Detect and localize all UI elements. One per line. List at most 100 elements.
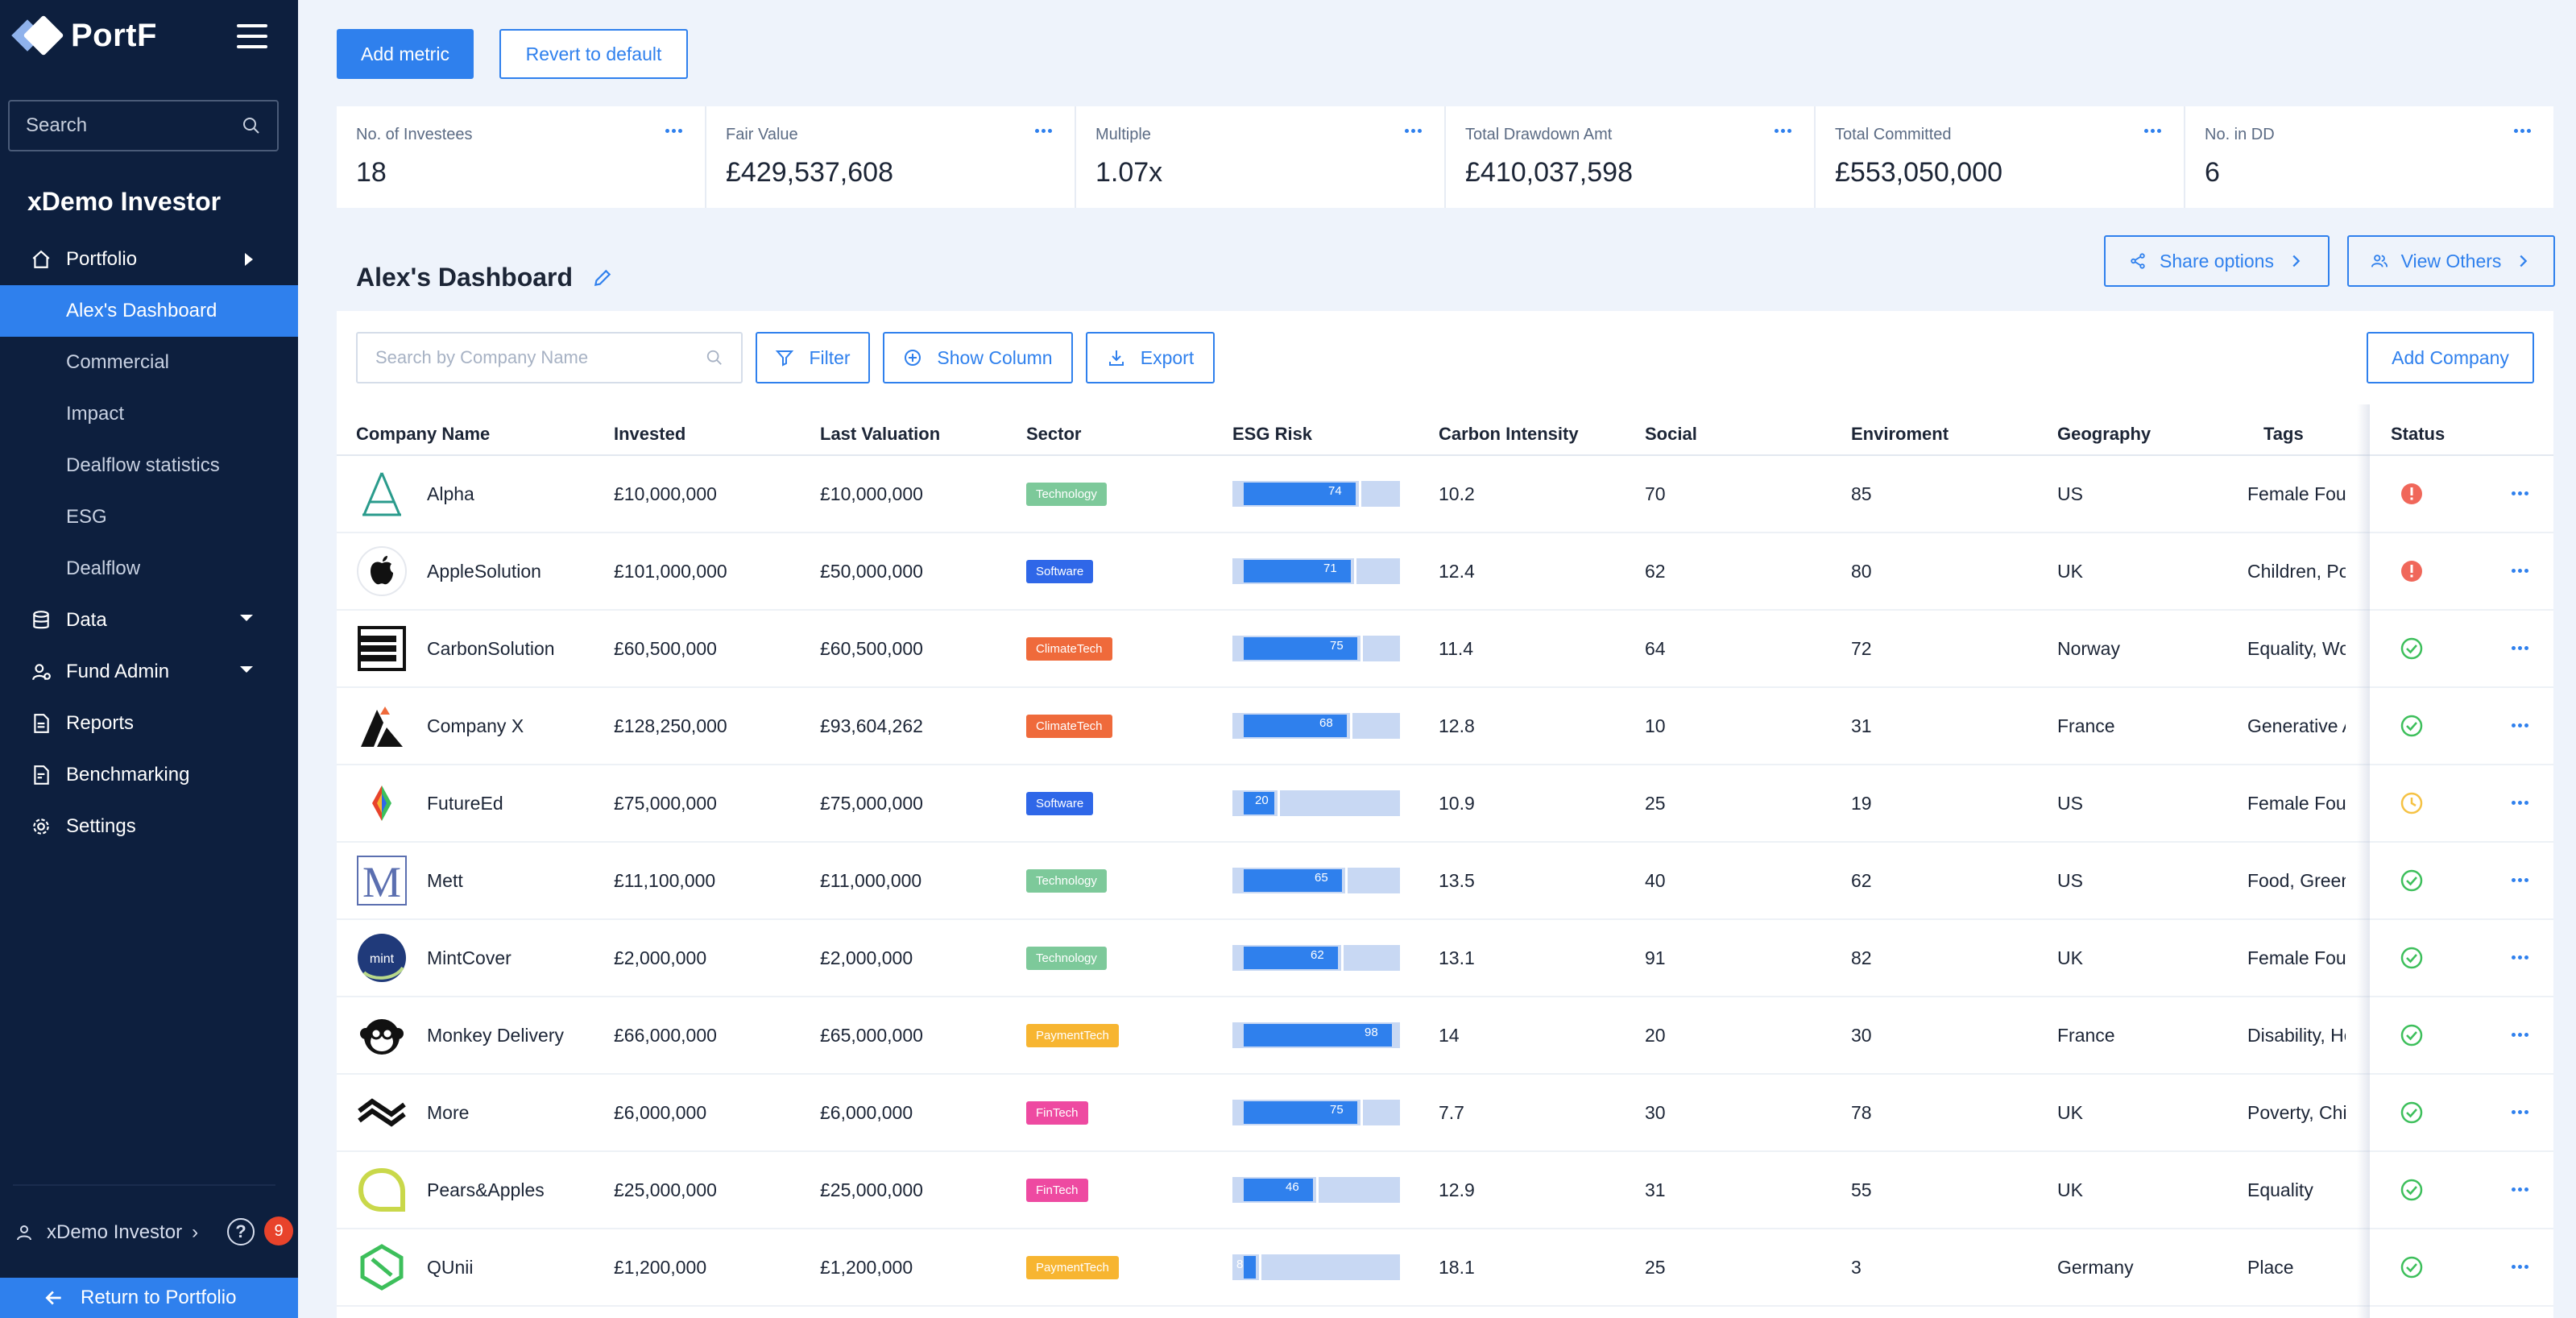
table-row[interactable]: FutureEd £75,000,000 £75,000,000 Software 20… xyxy=(337,765,2553,843)
status-cell xyxy=(2368,1229,2553,1305)
sidebar-item-dealflow[interactable]: Dealflow xyxy=(0,543,298,595)
row-more-options-icon[interactable] xyxy=(2512,955,2528,959)
company-name-link[interactable]: MintCover xyxy=(427,947,511,968)
company-search-input[interactable]: Search by Company Name xyxy=(356,332,743,383)
notification-badge[interactable]: 9 xyxy=(264,1216,293,1245)
sidebar-search-input[interactable]: Search xyxy=(8,100,279,151)
export-label: Export xyxy=(1140,346,1195,368)
more-options-icon[interactable] xyxy=(2514,129,2531,133)
column-header-sector[interactable]: Sector xyxy=(1026,424,1082,444)
revert-to-default-button[interactable]: Revert to default xyxy=(499,29,688,79)
table-row[interactable]: Alpha £10,000,000 £10,000,000 Technology 74 1… xyxy=(337,456,2553,533)
esg-risk-value: 62 xyxy=(1311,948,1324,962)
export-button[interactable]: Export xyxy=(1086,332,1215,383)
table-row[interactable]: QUnii £1,200,000 £1,200,000 PaymentTech 8 18.… xyxy=(337,1229,2553,1307)
column-header-geography[interactable]: Geography xyxy=(2057,424,2151,444)
sidebar-item-esg[interactable]: ESG xyxy=(0,491,298,543)
row-more-options-icon[interactable] xyxy=(2512,1265,2528,1269)
company-name-link[interactable]: Company X xyxy=(427,715,524,736)
share-options-button[interactable]: Share options xyxy=(2104,235,2330,287)
column-header-company-name[interactable]: Company Name xyxy=(356,424,491,444)
metric-card: No. in DD 6 xyxy=(2185,106,2553,208)
more-options-icon[interactable] xyxy=(665,129,682,133)
sidebar-item-fund-admin[interactable]: Fund Admin xyxy=(0,646,298,698)
table-row[interactable]: More £6,000,000 £6,000,000 FinTech 75 7.7 30 78… xyxy=(337,1075,2553,1152)
carbon-intensity-value: 13.1 xyxy=(1439,947,1475,968)
more-options-icon[interactable] xyxy=(1775,129,1791,133)
sidebar-item-portfolio[interactable]: Portfolio xyxy=(0,234,298,285)
table-row[interactable]: CarbonSolution £60,500,000 £60,500,000 Clim… xyxy=(337,611,2553,688)
tags-value: Female Founder xyxy=(2247,483,2346,504)
return-to-portfolio-label: Return to Portfolio xyxy=(81,1287,237,1308)
company-name-link[interactable]: CarbonSolution xyxy=(427,637,555,659)
sidebar-item-dealflow-statistics[interactable]: Dealflow statistics xyxy=(0,440,298,491)
column-header-esg-risk[interactable]: ESG Risk xyxy=(1232,424,1313,444)
sidebar-item-benchmarking[interactable]: Benchmarking xyxy=(0,749,298,801)
sidebar-item-commercial[interactable]: Commercial xyxy=(0,337,298,388)
show-column-button[interactable]: Show Column xyxy=(883,332,1073,383)
metric-label: Fair Value xyxy=(726,126,798,143)
column-header-invested[interactable]: Invested xyxy=(614,424,686,444)
user-menu[interactable]: xDemo Investor › xyxy=(14,1213,198,1252)
table-row[interactable]: mint MintCover £2,000,000 £2,000,000 Technol… xyxy=(337,920,2553,997)
row-more-options-icon[interactable] xyxy=(2512,1033,2528,1037)
help-icon[interactable]: ? xyxy=(227,1218,255,1245)
table-row[interactable]: Monkey Delivery £66,000,000 £65,000,000 Pay… xyxy=(337,997,2553,1075)
column-header-status[interactable]: Status xyxy=(2391,424,2446,444)
sidebar-item-alexs-dashboard[interactable]: Alex's Dashboard xyxy=(0,285,298,337)
table-row[interactable]: Company X £128,250,000 £93,604,262 ClimateT… xyxy=(337,688,2553,765)
return-to-portfolio-button[interactable]: Return to Portfolio xyxy=(0,1278,298,1318)
more-options-icon[interactable] xyxy=(1405,129,1422,133)
table-row[interactable]: M Mett £11,100,000 £11,000,000 Technology 65 1… xyxy=(337,843,2553,920)
row-more-options-icon[interactable] xyxy=(2512,1110,2528,1114)
menu-toggle-icon[interactable] xyxy=(237,24,267,48)
view-others-button[interactable]: View Others xyxy=(2347,235,2555,287)
users-icon xyxy=(2371,255,2388,267)
sidebar-item-reports[interactable]: Reports xyxy=(0,698,298,749)
company-name-link[interactable]: AppleSolution xyxy=(427,560,541,582)
enviroment-value: 80 xyxy=(1851,560,1872,582)
company-name-link[interactable]: Alpha xyxy=(427,483,474,504)
app-logo[interactable]: PortF xyxy=(11,15,157,56)
chevron-right-icon xyxy=(2520,255,2528,267)
row-more-options-icon[interactable] xyxy=(2512,1187,2528,1192)
esg-risk-bar: 71 xyxy=(1232,533,1402,609)
row-more-options-icon[interactable] xyxy=(2512,646,2528,650)
column-header-carbon-intensity[interactable]: Carbon Intensity xyxy=(1439,424,1579,444)
row-more-options-icon[interactable] xyxy=(2512,491,2528,495)
more-options-icon[interactable] xyxy=(2144,129,2161,133)
table-row[interactable]: Pears&Apples £25,000,000 £25,000,000 FinTec… xyxy=(337,1152,2553,1229)
status-cell xyxy=(2368,611,2553,686)
chevron-right-icon xyxy=(2292,255,2301,267)
row-more-options-icon[interactable] xyxy=(2512,801,2528,805)
add-metric-button[interactable]: Add metric xyxy=(337,29,474,79)
sidebar-item-impact[interactable]: Impact xyxy=(0,388,298,440)
table-row[interactable]: AppleSolution £101,000,000 £50,000,000 Soft… xyxy=(337,533,2553,611)
company-name-link[interactable]: Mett xyxy=(427,869,463,891)
last-valuation-value: £2,000,000 xyxy=(820,947,913,968)
column-header-enviroment[interactable]: Enviroment xyxy=(1851,424,1949,444)
company-name-link[interactable]: Monkey Delivery xyxy=(427,1024,564,1046)
futureed-logo-icon xyxy=(356,777,408,829)
add-company-button[interactable]: Add Company xyxy=(2367,332,2534,383)
column-header-last-valuation[interactable]: Last Valuation xyxy=(820,424,941,444)
company-name-link[interactable]: QUnii xyxy=(427,1256,474,1278)
benchmark-icon xyxy=(29,763,53,787)
company-name-link[interactable]: FutureEd xyxy=(427,792,503,814)
status-ok-icon xyxy=(2400,715,2423,737)
column-header-tags[interactable]: Tags xyxy=(2263,424,2304,444)
column-header-social[interactable]: Social xyxy=(1645,424,1697,444)
sidebar-item-label: Portfolio xyxy=(66,248,138,270)
edit-pencil-icon[interactable] xyxy=(592,267,613,288)
sidebar-item-settings[interactable]: Settings xyxy=(0,801,298,852)
row-more-options-icon[interactable] xyxy=(2512,878,2528,882)
filter-button[interactable]: Filter xyxy=(756,332,870,383)
company-name-link[interactable]: Pears&Apples xyxy=(427,1179,545,1200)
row-more-options-icon[interactable] xyxy=(2512,723,2528,727)
more-options-icon[interactable] xyxy=(1035,129,1052,133)
company-name-link[interactable]: More xyxy=(427,1101,470,1123)
sidebar-item-data[interactable]: Data xyxy=(0,595,298,646)
main-content: Add metric Revert to default No. of Inve… xyxy=(298,0,2576,1318)
chevron-down-icon xyxy=(240,615,253,621)
row-more-options-icon[interactable] xyxy=(2512,569,2528,573)
